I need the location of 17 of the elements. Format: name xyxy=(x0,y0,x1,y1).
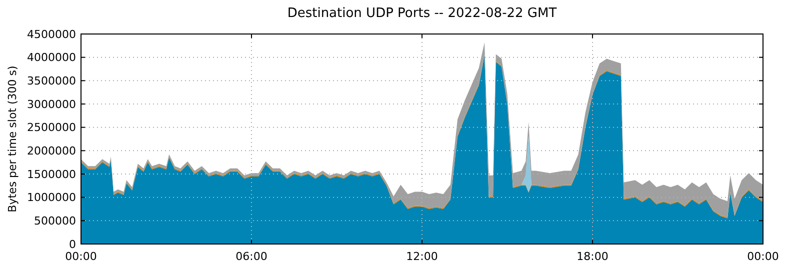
y-axis-title: Bytes per time slot (300 s) xyxy=(6,66,19,212)
y-tick-label: 4500000 xyxy=(27,28,76,41)
y-tick-label: 1500000 xyxy=(27,168,76,181)
x-tick-label: 18:00 xyxy=(576,250,608,263)
y-tick-label: 1000000 xyxy=(27,191,76,204)
y-tick-label: 2500000 xyxy=(27,121,76,134)
y-tick-label: 4000000 xyxy=(27,51,76,64)
x-tick-label: 06:00 xyxy=(236,250,268,263)
chart-title: Destination UDP Ports -- 2022-08-22 GMT xyxy=(287,6,557,21)
y-tick-label: 2000000 xyxy=(27,144,76,158)
y-tick-label: 0 xyxy=(69,238,76,251)
x-tick-label: 00:00 xyxy=(747,250,779,263)
x-tick-label: 00:00 xyxy=(65,250,97,263)
y-tick-label: 500000 xyxy=(34,214,76,228)
y-tick-label: 3000000 xyxy=(27,98,76,111)
y-tick-label: 3500000 xyxy=(27,74,76,88)
x-tick-label: 12:00 xyxy=(406,250,438,263)
